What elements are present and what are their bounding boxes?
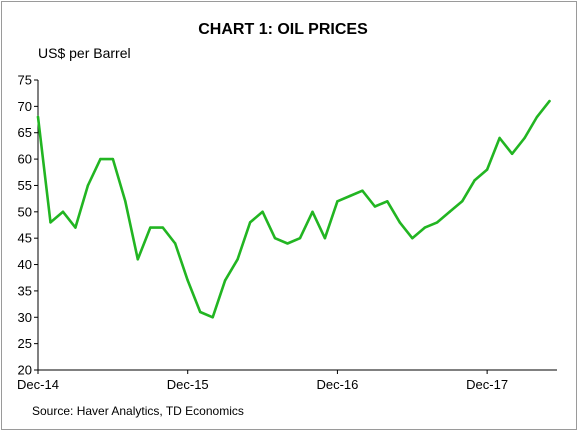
data-point — [211, 316, 214, 319]
oil-price-line — [36, 99, 551, 319]
y-tick-label: 45 — [18, 231, 32, 246]
data-point — [223, 279, 227, 282]
data-point — [510, 152, 514, 156]
data-point — [261, 210, 264, 214]
data-point — [61, 210, 65, 214]
data-point — [348, 194, 352, 198]
data-point — [149, 226, 152, 229]
data-point — [136, 258, 140, 261]
data-point — [49, 221, 52, 224]
data-point — [361, 189, 364, 192]
data-point — [485, 168, 489, 171]
chart-title: CHART 1: OIL PRICES — [198, 21, 368, 38]
y-tick-label: 30 — [18, 310, 32, 325]
data-point — [161, 226, 164, 229]
series-layer — [36, 99, 551, 319]
data-point — [236, 258, 239, 261]
data-point — [386, 200, 389, 203]
data-point — [423, 226, 426, 229]
data-point — [186, 279, 189, 282]
data-point — [398, 221, 402, 224]
data-point — [498, 136, 501, 140]
data-point — [273, 236, 277, 240]
y-tick-label: 25 — [18, 336, 32, 351]
y-tick-label: 70 — [18, 99, 32, 114]
data-point — [74, 226, 77, 229]
data-point — [411, 236, 414, 240]
data-point — [298, 236, 302, 240]
data-point — [111, 157, 115, 161]
data-point — [460, 200, 464, 203]
data-point — [36, 115, 40, 119]
y-tick-label: 65 — [18, 125, 32, 140]
y-tick-label: 60 — [18, 152, 32, 167]
data-point — [523, 136, 526, 140]
data-point — [436, 221, 439, 224]
data-point — [535, 115, 539, 119]
x-tick-label: Dec-15 — [167, 377, 209, 392]
y-tick-label: 55 — [18, 178, 32, 193]
source-note: Source: Haver Analytics, TD Economics — [32, 404, 244, 418]
x-tick-label: Dec-17 — [466, 377, 508, 392]
data-point — [373, 205, 377, 208]
x-tick-labels: Dec-14 Dec-15 Dec-16 Dec-17 — [17, 377, 508, 392]
y-tick-labels: 20 25 30 35 40 45 50 55 60 65 70 75 — [18, 73, 32, 378]
data-point — [248, 221, 252, 224]
data-point — [174, 242, 177, 245]
data-point — [473, 178, 476, 182]
y-tick-label: 50 — [18, 204, 32, 219]
y-tick-label: 75 — [18, 73, 32, 88]
y-tick-label: 20 — [18, 363, 32, 378]
data-point — [198, 310, 202, 314]
data-point — [86, 184, 90, 187]
data-point — [124, 200, 127, 203]
data-point — [311, 210, 314, 214]
data-point — [99, 157, 102, 161]
y-tick-label: 40 — [18, 257, 32, 272]
x-tick-label: Dec-14 — [17, 377, 59, 392]
data-point — [448, 210, 451, 214]
y-axis-unit-label: US$ per Barrel — [38, 45, 131, 61]
data-point — [548, 99, 551, 103]
x-tick-label: Dec-16 — [316, 377, 358, 392]
data-point — [323, 236, 327, 240]
axes — [34, 79, 557, 374]
y-tick-label: 35 — [18, 283, 32, 298]
data-point — [336, 200, 339, 203]
data-point — [286, 242, 289, 245]
